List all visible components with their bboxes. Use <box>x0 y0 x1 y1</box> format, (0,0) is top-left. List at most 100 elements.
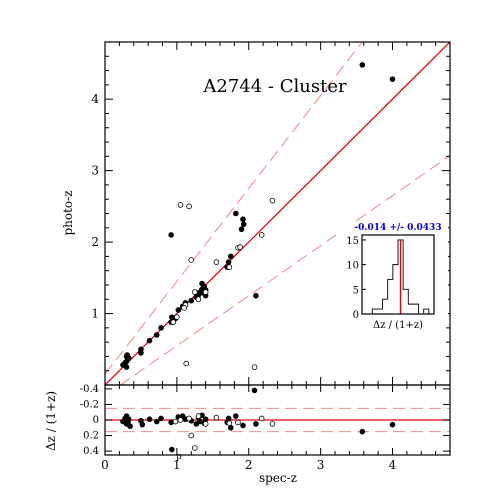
inset-bar <box>413 304 418 314</box>
inset-histogram: -0.014 +/- 0.0433 0 5 10 15 Δz / (1+z) <box>336 222 448 331</box>
main-point-open <box>237 244 243 250</box>
residual-point-filled <box>125 416 132 423</box>
inset-bar <box>408 304 413 314</box>
main-point-filled <box>240 221 247 228</box>
residual-point-filled <box>139 421 146 428</box>
residual-point-open <box>188 432 195 439</box>
main-point-filled <box>153 332 160 338</box>
residual-point-open <box>172 418 179 425</box>
residual-x-tick-label: 3 <box>317 458 325 472</box>
main-panel: 1 2 3 4 A2744 - Cluster photo-z <box>61 41 451 386</box>
main-point-filled <box>359 62 366 68</box>
residual-y-axis-label: Δz / (1+z) <box>44 391 58 451</box>
residual-point-filled <box>359 428 366 435</box>
residual-point-open <box>177 417 184 423</box>
main-point-filled <box>233 210 239 217</box>
residual-y-tick-label: -0.2 <box>80 399 99 410</box>
main-point-open <box>170 319 177 325</box>
main-point-filled <box>123 364 130 370</box>
main-y-tick-label: 1 <box>91 307 99 321</box>
residual-point-open <box>195 413 202 419</box>
residual-x-tick-label: 4 <box>389 458 397 472</box>
inset-x-axis-label: Δz / (1+z) <box>373 320 423 331</box>
residual-annotation-p: p <box>176 452 182 462</box>
residual-y-tick-label: 0 <box>93 415 99 426</box>
main-point-open <box>269 197 276 204</box>
inset-bar <box>388 279 393 314</box>
residual-point-filled <box>158 415 164 422</box>
main-point-filled <box>225 259 232 265</box>
x-axis-label: spec-z <box>259 471 297 485</box>
main-point-open <box>202 289 209 295</box>
main-point-open <box>188 257 195 263</box>
residual-point-filled <box>202 416 209 423</box>
main-point-filled <box>253 292 259 299</box>
main-point-filled <box>240 216 246 223</box>
main-y-tick-label: 2 <box>91 235 99 249</box>
main-point-filled <box>158 325 164 331</box>
main-point-open <box>213 259 220 265</box>
main-point-filled <box>227 253 234 260</box>
main-line-upper-bound <box>105 42 363 375</box>
inset-frame <box>361 234 435 315</box>
residual-point-filled <box>389 421 396 428</box>
main-point-filled <box>188 297 195 304</box>
main-point-filled <box>146 337 153 344</box>
residual-y-tick-label: -0.4 <box>80 384 99 395</box>
main-point-open <box>226 264 233 270</box>
residual-point-open <box>269 421 276 427</box>
residual-point-open <box>202 421 209 427</box>
residual-y-tick-label: 0.4 <box>83 446 99 457</box>
main-point-filled <box>125 355 132 361</box>
main-point-open <box>195 296 202 303</box>
main-point-open <box>192 289 198 295</box>
inset-bar <box>424 309 429 314</box>
residual-point-filled <box>225 415 232 422</box>
residual-x-tick-label: 0 <box>101 458 109 472</box>
main-title: A2744 - Cluster <box>202 76 347 97</box>
inset-bar <box>377 309 382 314</box>
main-y-tick-label: 4 <box>91 92 99 106</box>
residual-x-tick-label: 1 <box>173 458 181 472</box>
residual-point-filled <box>146 416 153 423</box>
main-point-open <box>251 364 258 370</box>
inset-y-tick-label: 15 <box>346 236 359 247</box>
main-point-open <box>258 232 265 238</box>
inset-y-tick-label: 5 <box>353 285 359 296</box>
residual-point-filled <box>153 418 160 425</box>
residual-point-filled <box>251 387 258 394</box>
residual-point-open <box>226 420 233 426</box>
residual-point-open <box>192 445 198 451</box>
residual-point-open <box>186 415 192 422</box>
residual-point-open <box>213 414 220 421</box>
inset-bar <box>393 265 398 314</box>
residual-point-filled <box>169 446 175 453</box>
main-point-filled <box>138 350 144 356</box>
inset-y-tick-label: 10 <box>346 261 359 272</box>
main-line-lower-bound <box>119 155 450 385</box>
main-point-open <box>177 202 184 208</box>
residual-point-filled <box>240 422 246 429</box>
residual-x-tick-label: 2 <box>245 458 253 472</box>
residual-point-filled <box>233 413 239 419</box>
residual-y-tick-label: 0.2 <box>83 431 99 442</box>
residual-point-open <box>258 415 265 422</box>
residual-point-filled <box>253 421 259 427</box>
inset-bar <box>372 309 377 314</box>
main-point-filled <box>238 226 245 233</box>
inset-bar <box>383 299 388 314</box>
main-point-open <box>181 305 187 311</box>
main-point-open <box>183 360 190 367</box>
residual-panel: 0 1 2 3 4 0.4 0.2 0 -0.2 -0.4 p Δz / (1+z) spec-z <box>44 384 451 485</box>
main-point-filled <box>168 232 174 238</box>
main-point-open <box>186 203 192 210</box>
inset-title: -0.014 +/- 0.0433 <box>354 223 441 233</box>
residual-point-open <box>235 419 241 426</box>
residual-point-filled <box>127 423 133 430</box>
inset-y-tick-label: 0 <box>353 310 359 321</box>
main-point-open <box>174 314 180 320</box>
main-y-axis-label: photo-z <box>61 190 75 235</box>
main-point-filled <box>175 307 182 313</box>
inset-bar <box>403 289 408 314</box>
